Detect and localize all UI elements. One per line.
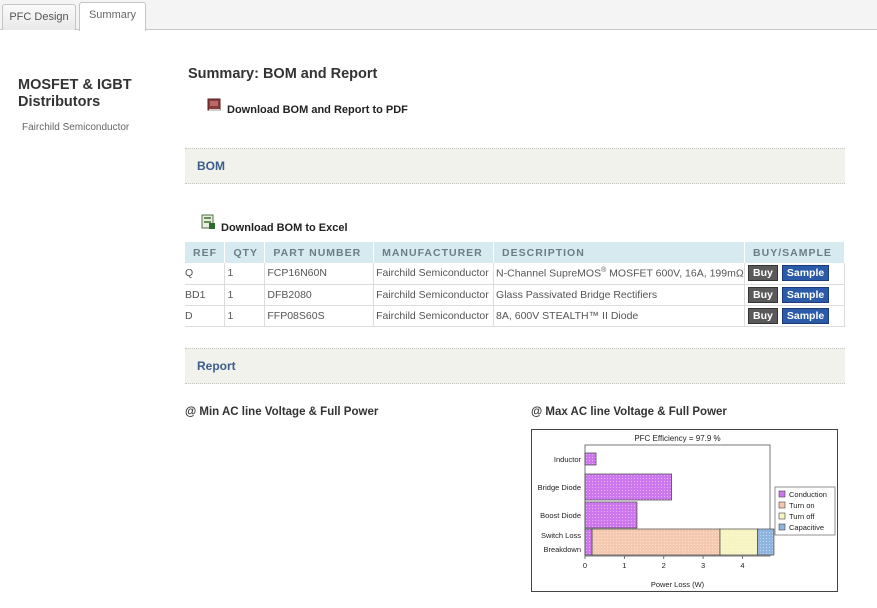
description-cell: N-Channel SupreMOS® MOSFET 600V, 16A, 19… <box>493 263 746 285</box>
page-title: Summary: BOM and Report <box>188 66 378 82</box>
buy-sample-cell: Buy Sample <box>744 305 845 327</box>
column-header-manufacturer: MANUFACTURER <box>373 242 495 263</box>
bar-bridge-diode-conduction <box>584 473 672 501</box>
download-pdf-label: Download BOM and Report to PDF <box>227 104 408 116</box>
excel-icon <box>201 214 215 229</box>
ref-cell: BD1 <box>185 284 226 306</box>
column-header-ref: REF <box>185 242 226 263</box>
max-condition-title: @ Max AC line Voltage & Full Power <box>531 406 727 418</box>
legend-swatch <box>778 523 786 531</box>
description-text-suffix: MOSFET 600V, 16A, 199mΩ <box>606 267 744 280</box>
bom-section-title: BOM <box>197 159 225 173</box>
legend-label: Turn off <box>789 512 815 521</box>
power-loss-chart-svg: PFC Efficiency = 97.9 % Inductor Bridge Di… <box>538 434 836 589</box>
category-label: Bridge Diode <box>538 483 581 492</box>
sample-button[interactable]: Sample <box>781 286 830 303</box>
buy-sample-cell: Buy Sample <box>744 284 845 306</box>
bom-table: REF QTY PART NUMBER MANUFACTURER DESCRIP… <box>185 242 845 327</box>
column-header-part-number: PART NUMBER <box>264 242 375 263</box>
buy-button[interactable]: Buy <box>748 265 778 282</box>
manufacturer-cell: Fairchild Semiconductor <box>373 263 495 285</box>
legend-swatch <box>778 490 786 498</box>
sidebar-title: MOSFET & IGBT Distributors <box>18 77 132 110</box>
table-row: D 1 FFP08S60S Fairchild Semiconductor 8A… <box>185 305 845 327</box>
legend-swatch <box>778 512 786 520</box>
column-header-qty: QTY <box>224 242 266 263</box>
sidebar-link-fairchild[interactable]: Fairchild Semiconductor <box>22 122 130 133</box>
report-section-header: Report <box>185 348 845 384</box>
bar-switch-loss-capacitive <box>757 528 775 556</box>
description-text: N-Channel SupreMOS <box>496 267 602 280</box>
bar-switch-loss-conduction <box>584 528 593 556</box>
category-label-breakdown: Breakdown <box>543 545 581 554</box>
x-tick-label: 1 <box>622 561 626 570</box>
buy-sample-cell: Buy Sample <box>744 263 845 285</box>
ref-cell: Q <box>185 263 226 285</box>
bar-boost-diode-conduction <box>584 501 638 529</box>
bom-section-header: BOM <box>185 148 845 184</box>
table-row: BD1 1 DFB2080 Fairchild Semiconductor Gl… <box>185 284 845 306</box>
part-number-cell: DFB2080 <box>264 284 375 306</box>
x-tick-label: 4 <box>740 561 744 570</box>
part-number-cell: FCP16N60N <box>264 263 375 285</box>
category-label: Boost Diode <box>540 511 581 520</box>
pdf-icon <box>207 98 221 111</box>
buy-button[interactable]: Buy <box>748 286 778 303</box>
description-cell: Glass Passivated Bridge Rectifiers <box>493 284 746 306</box>
column-header-buy-sample: BUY/SAMPLE <box>744 242 845 263</box>
registered-mark: ® <box>601 267 607 274</box>
power-loss-chart: PFC Efficiency = 97.9 % Inductor Bridge Di… <box>531 429 838 592</box>
qty-cell: 1 <box>224 263 266 285</box>
download-excel-label: Download BOM to Excel <box>221 222 348 234</box>
qty-cell: 1 <box>224 305 266 327</box>
tab-bar: PFC Design Summary <box>0 0 877 31</box>
report-section-title: Report <box>197 359 236 373</box>
buy-button[interactable]: Buy <box>748 307 778 324</box>
legend-label: Capacitive <box>789 523 824 532</box>
part-number-cell: FFP08S60S <box>264 305 375 327</box>
legend-swatch <box>778 501 786 509</box>
bom-header-row: REF QTY PART NUMBER MANUFACTURER DESCRIP… <box>185 242 845 263</box>
bar-inductor-conduction <box>584 452 597 466</box>
category-label: Inductor <box>554 455 582 464</box>
bar-switch-loss-turn-off <box>719 528 758 556</box>
x-axis-label: Power Loss (W) <box>651 580 705 589</box>
manufacturer-cell: Fairchild Semiconductor <box>373 284 495 306</box>
ref-cell: D <box>185 305 226 327</box>
x-tick-label: 2 <box>662 561 666 570</box>
tab-summary[interactable]: Summary <box>79 2 146 31</box>
chart-title: PFC Efficiency = 97.9 % <box>634 434 720 443</box>
x-tick-label: 3 <box>701 561 705 570</box>
column-header-description: DESCRIPTION <box>493 242 746 263</box>
tab-pfc-design[interactable]: PFC Design <box>2 4 76 30</box>
sample-button[interactable]: Sample <box>781 307 830 324</box>
legend-label: Conduction <box>789 490 827 499</box>
table-row: Q 1 FCP16N60N Fairchild Semiconductor N-… <box>185 263 845 285</box>
manufacturer-cell: Fairchild Semiconductor <box>373 305 495 327</box>
description-cell: 8A, 600V STEALTH™ II Diode <box>493 305 746 327</box>
min-condition-title: @ Min AC line Voltage & Full Power <box>185 406 379 418</box>
category-label: Switch Loss <box>541 531 581 540</box>
bar-switch-loss-turn-on <box>591 528 721 556</box>
qty-cell: 1 <box>224 284 266 306</box>
x-tick-label: 0 <box>583 561 587 570</box>
legend-label: Turn on <box>789 501 815 510</box>
sample-button[interactable]: Sample <box>781 265 830 282</box>
